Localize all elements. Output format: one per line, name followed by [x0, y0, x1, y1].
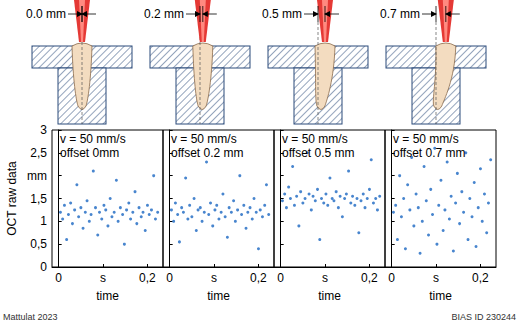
- svg-text:0,2: 0,2: [472, 271, 489, 285]
- svg-text:v = 50 mm/s: v = 50 mm/s: [171, 132, 237, 146]
- svg-text:0.0 mm: 0.0 mm: [26, 7, 66, 21]
- svg-text:v = 50 mm/s: v = 50 mm/s: [282, 132, 348, 146]
- svg-text:time: time: [96, 289, 119, 303]
- svg-text:0: 0: [55, 271, 62, 285]
- svg-text:0.5 mm: 0.5 mm: [262, 7, 302, 21]
- svg-text:v = 50 mm/s: v = 50 mm/s: [393, 132, 459, 146]
- svg-text:s: s: [322, 271, 328, 285]
- svg-text:time: time: [207, 289, 230, 303]
- svg-text:0,2: 0,2: [139, 271, 156, 285]
- svg-text:0: 0: [166, 271, 173, 285]
- svg-text:mm: mm: [27, 169, 47, 183]
- svg-text:time: time: [318, 289, 341, 303]
- svg-text:0,2: 0,2: [250, 271, 267, 285]
- svg-text:1,5: 1,5: [30, 192, 47, 206]
- svg-text:OCT raw data: OCT raw data: [5, 161, 19, 236]
- svg-text:v = 50 mm/s: v = 50 mm/s: [60, 132, 126, 146]
- svg-text:0: 0: [388, 271, 395, 285]
- svg-text:0: 0: [40, 260, 47, 274]
- svg-text:2,5: 2,5: [30, 146, 47, 160]
- html-text:BIAS ID 230244: BIAS ID 230244: [451, 312, 516, 322]
- svg-text:s: s: [433, 271, 439, 285]
- svg-text:1: 1: [40, 214, 47, 228]
- svg-text:offset 0mm: offset 0mm: [60, 146, 119, 160]
- svg-text:0,2: 0,2: [361, 271, 378, 285]
- svg-text:0: 0: [277, 271, 284, 285]
- svg-text:offset 0.2 mm: offset 0.2 mm: [171, 146, 243, 160]
- svg-text:offset 0.5 mm: offset 0.5 mm: [282, 146, 354, 160]
- svg-text:s: s: [100, 271, 106, 285]
- svg-text:0,5: 0,5: [30, 237, 47, 251]
- svg-text:offset 0.7 mm: offset 0.7 mm: [393, 146, 465, 160]
- svg-text:3: 3: [40, 123, 47, 137]
- svg-text:s: s: [211, 271, 217, 285]
- svg-text:time: time: [429, 289, 452, 303]
- svg-text:0.2 mm: 0.2 mm: [144, 7, 184, 21]
- html-text:Mattulat 2023: Mattulat 2023: [3, 312, 58, 322]
- svg-text:0.7 mm: 0.7 mm: [380, 7, 420, 21]
